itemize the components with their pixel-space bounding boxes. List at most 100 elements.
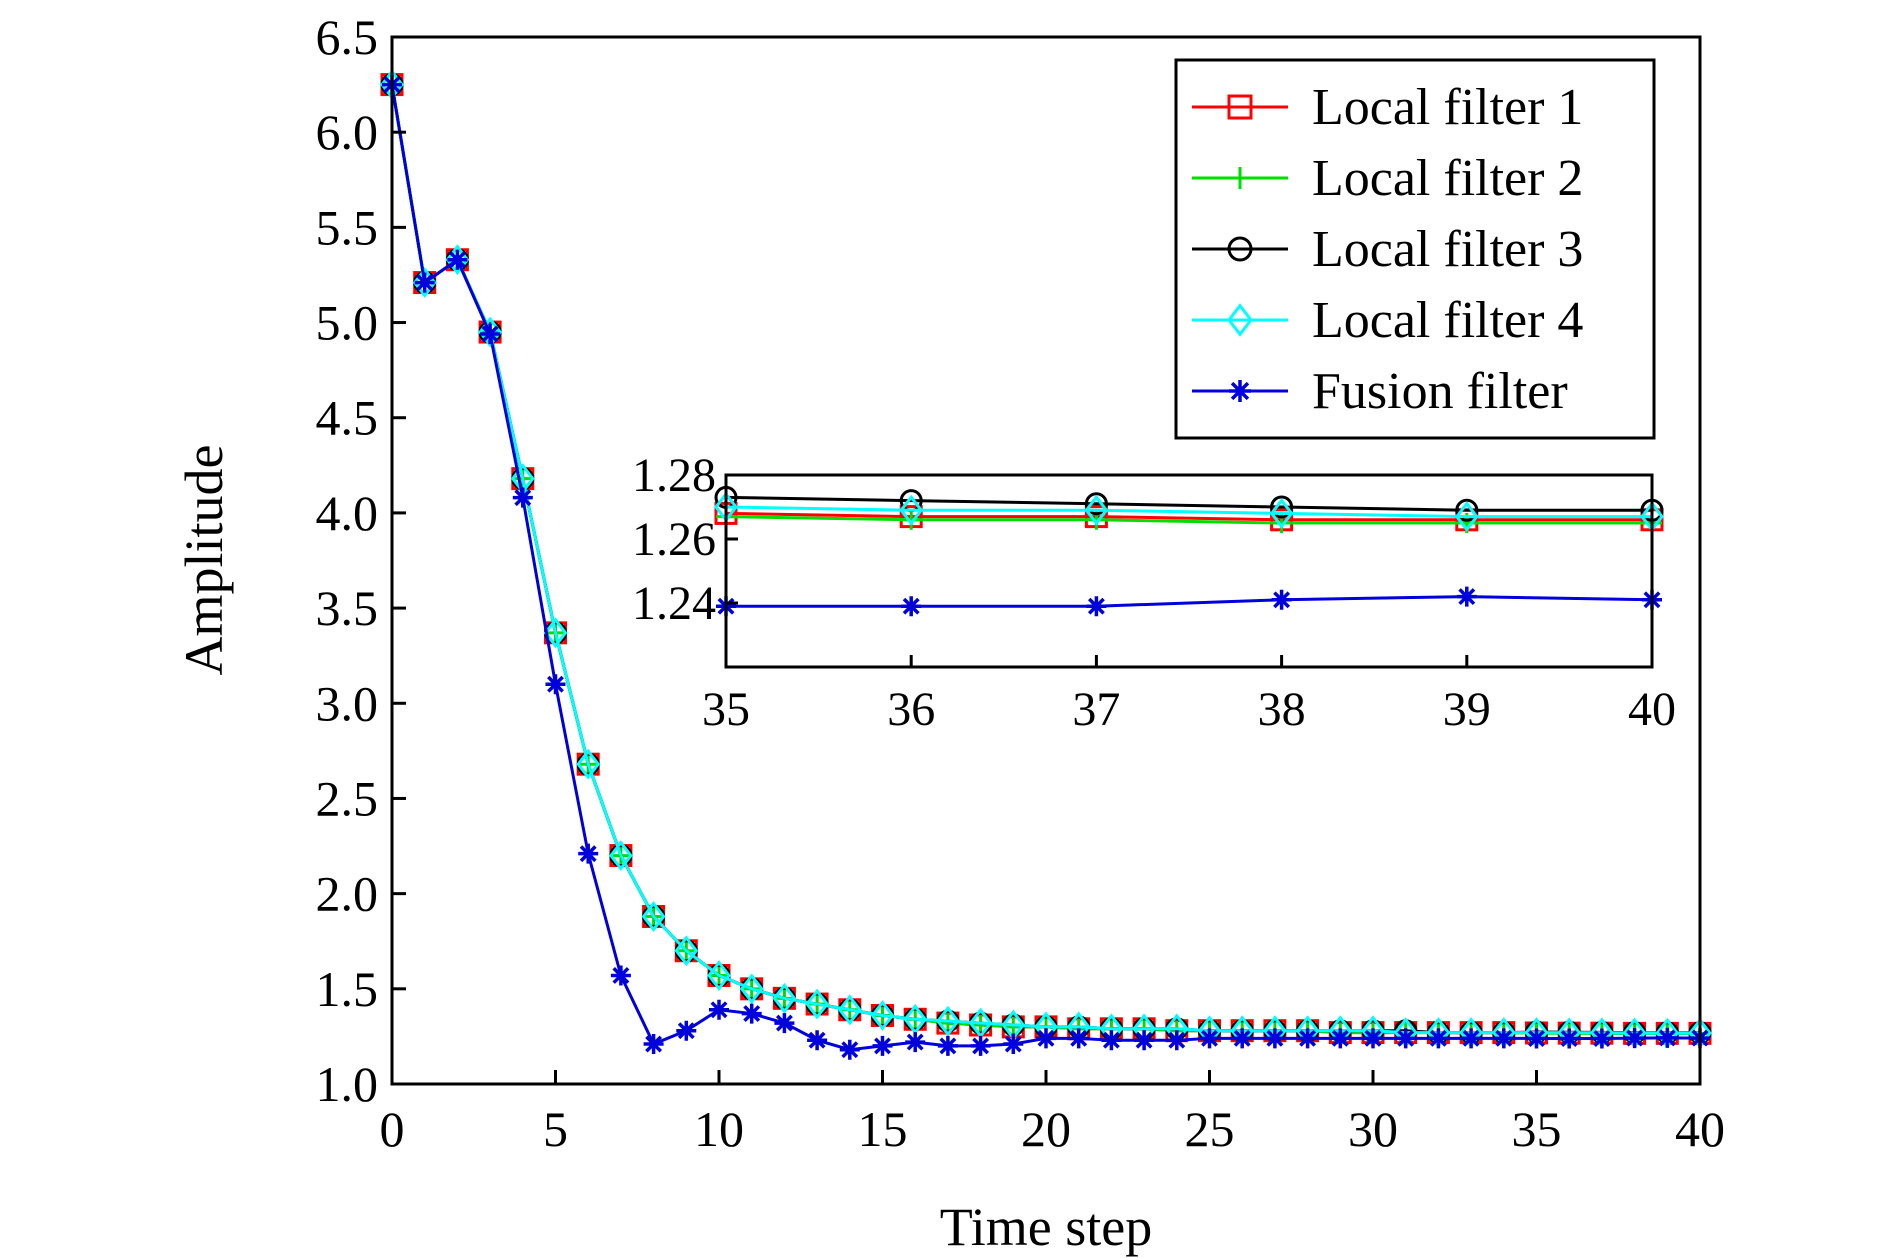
data-point <box>872 1035 893 1056</box>
data-point <box>1199 1028 1220 1049</box>
data-point <box>1086 596 1107 617</box>
y-tick-label: 2.5 <box>316 770 379 826</box>
main-plot: 0 5 10 15 20 25 30 35 40 1.0 1.5 2.0 2.5 3.0 3.5 4.0 4.… <box>174 9 1725 1257</box>
data-point <box>970 1035 991 1056</box>
data-point <box>1330 1028 1351 1049</box>
inset-y-ticks: 1.24 1.26 1.28 <box>632 449 738 630</box>
legend-label: Local filter 2 <box>1312 150 1583 207</box>
data-point <box>1003 1034 1024 1055</box>
series-line <box>725 515 1652 525</box>
y-tick-label: 3.5 <box>316 580 379 636</box>
inset-background <box>726 475 1652 667</box>
y-tick-label: 6.5 <box>316 9 379 65</box>
y-tick-label: 5.5 <box>316 199 379 255</box>
data-point <box>676 1020 697 1041</box>
data-point <box>643 1034 664 1055</box>
y-tick-label: 1.26 <box>632 513 716 566</box>
series-fusion-filter <box>382 74 1710 1060</box>
series-local-filter-4 <box>714 491 1664 533</box>
data-point <box>901 596 922 617</box>
legend-label: Local filter 1 <box>1312 79 1583 136</box>
x-tick-label: 30 <box>1348 1101 1398 1157</box>
data-point <box>674 935 699 967</box>
legend-item-local-filter-1: Local filter 1 <box>1192 79 1583 136</box>
y-axis-label: Amplitude <box>174 445 234 676</box>
x-tick-label: 35 <box>702 683 750 736</box>
legend-swatch-marker <box>1227 303 1253 337</box>
data-point <box>543 617 568 649</box>
data-point <box>709 999 729 1020</box>
data-point <box>1363 1028 1383 1049</box>
legend-item-local-filter-3: Local filter 3 <box>1192 221 1583 278</box>
data-point <box>1084 492 1108 516</box>
x-tick-label: 39 <box>1443 683 1491 736</box>
data-point <box>545 674 566 695</box>
data-point <box>707 960 731 991</box>
x-axis-label: Time step <box>940 1197 1153 1257</box>
data-point <box>1269 497 1294 529</box>
x-tick-label: 25 <box>1185 1101 1235 1157</box>
x-tick-label: 38 <box>1258 683 1306 736</box>
data-point <box>837 994 862 1026</box>
legend: Local filter 1 Local filter 2 Local filter… <box>1174 58 1656 440</box>
x-tick-label: 40 <box>1675 1101 1725 1157</box>
data-point <box>447 249 468 270</box>
inset-x-ticks: 35 36 37 38 39 40 <box>702 655 1676 736</box>
data-point <box>1395 1028 1416 1049</box>
data-point <box>609 840 633 872</box>
data-point <box>1493 1028 1514 1049</box>
data-point <box>739 973 764 1005</box>
series-line <box>726 595 1653 608</box>
data-point <box>1232 1028 1253 1049</box>
data-point <box>1270 495 1294 519</box>
legend-item-local-filter-4: Local filter 4 <box>1192 292 1583 349</box>
inset-plot: 35 36 37 38 39 40 1.24 1.26 1.28 <box>632 449 1676 736</box>
data-point <box>1624 1028 1645 1049</box>
legend-items: Local filter 1 Local filter 2 Local filter… <box>1192 79 1583 420</box>
series-line <box>725 505 1652 519</box>
data-point <box>1461 1028 1482 1049</box>
data-point <box>641 901 666 932</box>
y-tick-label: 1.0 <box>316 1056 379 1112</box>
series-line <box>725 495 1652 512</box>
data-point <box>414 272 435 293</box>
data-point <box>512 487 533 508</box>
data-point <box>870 1000 895 1031</box>
data-point <box>1526 1028 1547 1049</box>
legend-label: Local filter 3 <box>1312 221 1583 278</box>
data-point <box>578 843 599 864</box>
x-tick-label: 35 <box>1512 1101 1562 1157</box>
data-point <box>480 323 501 344</box>
legend-item-fusion-filter: Fusion filter <box>1192 363 1568 420</box>
legend-swatch-marker <box>1227 236 1253 262</box>
data-point <box>905 1032 926 1053</box>
y-tick-label: 5.0 <box>316 295 379 351</box>
data-point <box>936 1005 960 1037</box>
data-point <box>1657 1027 1678 1048</box>
data-point <box>937 1035 958 1056</box>
data-point <box>1134 1030 1155 1051</box>
main-x-ticks: 0 5 10 15 20 25 30 35 40 <box>380 1070 1725 1157</box>
x-tick-label: 10 <box>694 1101 744 1157</box>
x-tick-label: 15 <box>858 1101 908 1157</box>
main-y-ticks: 1.0 1.5 2.0 2.5 3.0 3.5 4.0 4.5 5.0 5.5 6.0 6.5 <box>316 9 406 1112</box>
data-point <box>1036 1028 1056 1049</box>
data-point <box>1166 1030 1187 1051</box>
x-tick-label: 5 <box>543 1101 568 1157</box>
data-point <box>576 748 601 780</box>
legend-label: Fusion filter <box>1312 363 1568 420</box>
inset-plot-frame <box>724 473 1654 669</box>
legend-swatch-marker <box>1229 380 1251 402</box>
y-tick-label: 6.0 <box>316 104 379 160</box>
legend-item-local-filter-2: Local filter 2 <box>1192 150 1583 207</box>
y-tick-label: 3.0 <box>316 675 379 731</box>
data-point <box>839 1039 860 1060</box>
x-tick-label: 40 <box>1628 683 1676 736</box>
data-point <box>805 988 829 1020</box>
data-point <box>1456 586 1477 607</box>
data-point <box>1068 1028 1089 1049</box>
data-point <box>1454 501 1479 533</box>
data-point <box>774 1013 795 1034</box>
data-point <box>1455 498 1479 522</box>
